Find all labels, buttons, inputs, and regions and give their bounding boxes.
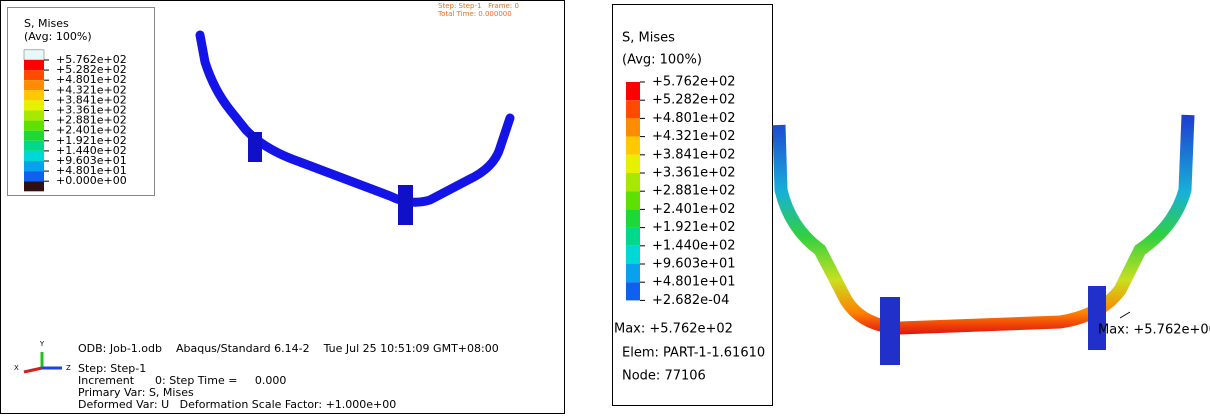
triad: Y X Z <box>14 340 71 374</box>
legend-swatch <box>24 171 44 182</box>
legend-swatch <box>24 150 44 161</box>
legend-swatch <box>626 118 640 137</box>
triad-label: X <box>14 364 19 372</box>
legend-label: +5.762e+02 <box>56 53 127 66</box>
legend-subtitle: (Avg: 100%) <box>24 30 92 43</box>
legend-swatch <box>626 282 640 301</box>
right-legend-box <box>612 4 773 406</box>
legend-label: +3.361e+02 <box>56 104 127 117</box>
node: Node: 77106 <box>622 369 706 384</box>
legend-swatch <box>626 209 640 228</box>
legend-label: +3.841e+02 <box>56 93 127 106</box>
part-stress <box>772 114 1195 335</box>
triad-label: Z <box>66 364 71 372</box>
legend-swatch <box>626 154 640 173</box>
triad-label: Y <box>39 340 45 348</box>
legend-label: +2.401e+02 <box>652 202 736 217</box>
info-line: Increment 0: Step Time = 0.000 <box>78 374 286 387</box>
status: Step: Step-1 Frame: 0 <box>438 2 519 10</box>
legend-swatch <box>626 173 640 192</box>
legend-label: +0.000e+00 <box>56 174 127 187</box>
legend-label: +3.841e+02 <box>652 147 736 162</box>
legend-swatch <box>626 245 640 264</box>
clamp <box>880 297 900 365</box>
max-annotation: Max: +5.762e+002 <box>1098 323 1210 338</box>
legend-label: +2.881e+02 <box>652 184 736 199</box>
max: Max: +5.762e+02 <box>614 322 733 337</box>
clamp <box>248 132 262 162</box>
legend-swatch <box>24 60 44 71</box>
legend-swatch <box>24 70 44 81</box>
info-line: Deformed Var: U Deformation Scale Factor… <box>78 398 396 411</box>
legend-swatch <box>24 80 44 91</box>
legend-label: +5.762e+02 <box>652 75 736 90</box>
legend-label: +2.682e-04 <box>652 293 729 308</box>
info-header: ODB: Job-1.odb Abaqus/Standard 6.14-2 Tu… <box>78 342 499 355</box>
legend-label: +2.881e+02 <box>56 114 127 127</box>
legend-label: +9.603e+01 <box>56 154 127 167</box>
legend-swatch <box>24 110 44 121</box>
legend-label: +4.321e+02 <box>652 129 736 144</box>
legend-label: +4.801e+01 <box>56 164 127 177</box>
part-undeformed <box>195 30 515 207</box>
legend-swatch <box>24 140 44 151</box>
clamp <box>1088 286 1106 350</box>
legend-swatch <box>626 136 640 155</box>
legend-label: +3.361e+02 <box>652 166 736 181</box>
legend-label: +4.801e+02 <box>56 73 127 86</box>
legend-label: +4.321e+02 <box>56 83 127 96</box>
clamp <box>398 185 413 225</box>
legend-swatch <box>23 49 45 61</box>
legend-label: +1.440e+02 <box>652 238 736 253</box>
legend-label: +1.440e+02 <box>56 144 127 157</box>
legend-label: +9.603e+01 <box>652 257 736 272</box>
legend-swatch <box>626 82 640 101</box>
info-line: Step: Step-1 <box>78 362 146 375</box>
legend-swatch <box>24 161 44 172</box>
legend-label: +4.801e+01 <box>652 275 736 290</box>
legend-swatch <box>626 100 640 119</box>
legend-label: +2.401e+02 <box>56 124 127 137</box>
annotation-leader <box>1119 311 1131 319</box>
legend-label: +1.921e+02 <box>56 134 127 147</box>
legend-label: +1.921e+02 <box>652 220 736 235</box>
info-line: Primary Var: S, Mises <box>78 386 194 399</box>
legend-label: +5.282e+02 <box>56 63 127 76</box>
status: Total Time: 0.000000 <box>437 10 512 18</box>
legend-swatch <box>24 130 44 141</box>
elem: Elem: PART-1-1.61610 <box>622 346 765 361</box>
legend-swatch <box>24 90 44 101</box>
legend-swatch <box>626 227 640 246</box>
legend-title: S, Mises <box>24 17 69 30</box>
axis-x <box>23 366 43 374</box>
legend-title: S, Mises <box>622 31 675 46</box>
legend-swatch <box>626 264 640 283</box>
legend-label: +5.282e+02 <box>652 93 736 108</box>
legend-subtitle: (Avg: 100%) <box>622 53 702 68</box>
legend-swatch <box>24 120 44 131</box>
legend-swatch <box>626 191 640 210</box>
legend-label: +4.801e+02 <box>652 111 736 126</box>
legend-swatch <box>24 100 44 111</box>
legend-swatch <box>24 181 44 192</box>
